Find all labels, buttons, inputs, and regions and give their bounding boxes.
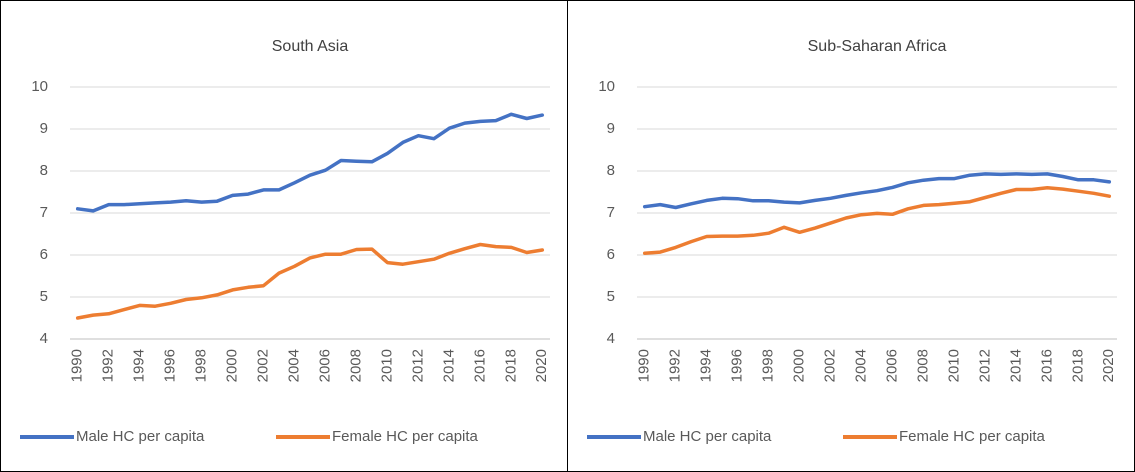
x-tick-label: 2018 [1069, 349, 1086, 382]
x-tick-label: 2016 [471, 349, 488, 382]
x-tick-label: 1990 [69, 349, 86, 382]
y-tick-label: 6 [607, 246, 615, 263]
x-tick-label: 2016 [1038, 349, 1055, 382]
x-tick-label: 2010 [945, 349, 962, 382]
chart-title: Sub-Saharan Africa [808, 38, 947, 55]
y-tick-label: 8 [607, 162, 615, 179]
y-tick-label: 4 [607, 330, 615, 347]
x-tick-label: 2012 [976, 349, 993, 382]
legend-label: Male HC per capita [76, 428, 205, 445]
y-tick-label: 9 [607, 120, 615, 137]
x-tick-label: 1992 [667, 349, 684, 382]
x-tick-label: 2004 [852, 349, 869, 382]
x-tick-label: 2014 [440, 349, 457, 382]
y-tick-label: 10 [31, 78, 48, 95]
data-line [75, 112, 545, 213]
x-tick-label: 2000 [791, 349, 808, 382]
x-tick-label: 2006 [883, 349, 900, 382]
x-tick-label: 1994 [131, 349, 148, 382]
y-tick-label: 5 [607, 288, 615, 305]
x-tick-label: 2004 [285, 349, 302, 382]
legend-label: Male HC per capita [643, 428, 772, 445]
x-tick-label: 2018 [502, 349, 519, 382]
x-tick-label: 2008 [347, 349, 364, 382]
x-tick-label: 2010 [378, 349, 395, 382]
x-tick-label: 1996 [729, 349, 746, 382]
y-tick-label: 10 [598, 78, 615, 95]
x-tick-label: 1990 [636, 349, 653, 382]
y-tick-label: 7 [607, 204, 615, 221]
legend-label: Female HC per capita [899, 428, 1046, 445]
x-tick-label: 2002 [255, 349, 272, 382]
y-tick-label: 9 [40, 120, 48, 137]
y-tick-label: 5 [40, 288, 48, 305]
y-tick-label: 7 [40, 204, 48, 221]
x-tick-label: 1996 [162, 349, 179, 382]
x-tick-label: 2008 [914, 349, 931, 382]
y-tick-label: 6 [40, 246, 48, 263]
x-tick-label: 2020 [1100, 349, 1117, 382]
panel-border [567, 0, 1135, 472]
panel-border [0, 0, 568, 472]
x-tick-label: 2014 [1007, 349, 1024, 382]
legend-label: Female HC per capita [332, 428, 479, 445]
x-tick-label: 1992 [100, 349, 117, 382]
x-tick-label: 2012 [409, 349, 426, 382]
x-tick-label: 2000 [224, 349, 241, 382]
x-tick-label: 2006 [316, 349, 333, 382]
data-line [642, 172, 1112, 210]
x-tick-label: 1998 [193, 349, 210, 382]
x-tick-label: 2020 [533, 349, 550, 382]
x-tick-label: 2002 [822, 349, 839, 382]
chart-title: South Asia [272, 38, 349, 55]
data-line [642, 186, 1112, 256]
x-tick-label: 1994 [698, 349, 715, 382]
data-line [75, 242, 545, 320]
y-tick-label: 4 [40, 330, 48, 347]
x-tick-label: 1998 [760, 349, 777, 382]
y-tick-label: 8 [40, 162, 48, 179]
